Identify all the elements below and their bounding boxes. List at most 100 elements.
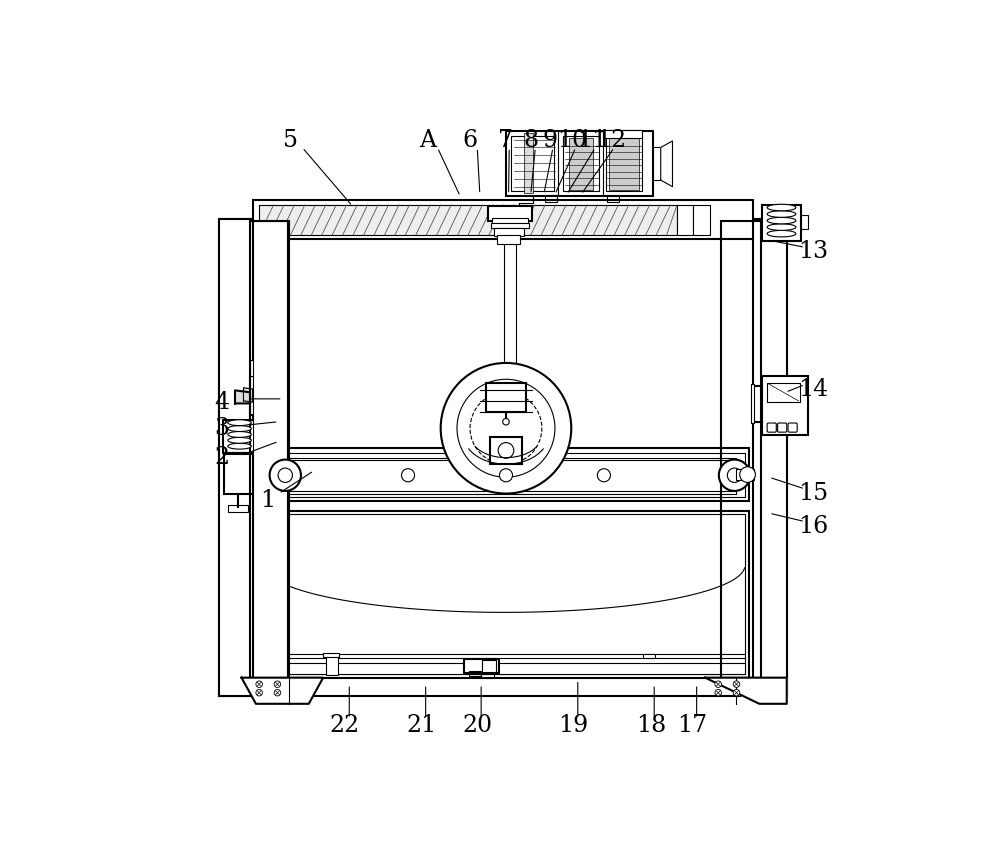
Text: 5: 5: [283, 130, 298, 153]
Text: 20: 20: [463, 714, 493, 737]
Polygon shape: [661, 141, 672, 187]
Bar: [259, 205, 677, 235]
Text: 6: 6: [462, 130, 478, 153]
Ellipse shape: [767, 231, 796, 237]
Bar: [767, 382, 800, 402]
Bar: [492, 218, 528, 225]
Text: A: A: [419, 130, 436, 153]
Bar: [736, 470, 754, 480]
Ellipse shape: [228, 432, 251, 438]
Bar: [219, 220, 253, 696]
Bar: [490, 437, 522, 464]
Circle shape: [498, 443, 514, 458]
Bar: [223, 421, 257, 453]
Ellipse shape: [228, 420, 251, 426]
Bar: [264, 453, 745, 498]
Ellipse shape: [767, 224, 796, 231]
Text: 17: 17: [677, 714, 707, 737]
Text: 16: 16: [798, 515, 828, 538]
Bar: [801, 215, 808, 229]
Ellipse shape: [228, 438, 251, 444]
Bar: [677, 205, 693, 235]
Circle shape: [597, 469, 610, 482]
Circle shape: [274, 681, 281, 688]
Bar: [260, 510, 749, 678]
Bar: [609, 137, 639, 190]
Bar: [721, 220, 761, 678]
Bar: [481, 671, 494, 678]
Circle shape: [503, 418, 509, 425]
Text: 1: 1: [260, 488, 275, 511]
Bar: [228, 505, 248, 512]
Circle shape: [256, 689, 262, 696]
Bar: [264, 515, 745, 674]
Bar: [469, 671, 481, 677]
Ellipse shape: [767, 211, 796, 217]
Polygon shape: [235, 390, 250, 404]
Ellipse shape: [767, 204, 796, 211]
FancyBboxPatch shape: [778, 423, 787, 432]
FancyBboxPatch shape: [767, 423, 776, 432]
Bar: [524, 133, 533, 193]
Text: 21: 21: [406, 714, 436, 737]
Text: 4: 4: [214, 391, 229, 414]
Text: 18: 18: [636, 714, 666, 737]
Ellipse shape: [767, 217, 796, 224]
Polygon shape: [705, 678, 787, 704]
Circle shape: [715, 689, 721, 696]
Circle shape: [740, 466, 755, 483]
Text: 3: 3: [214, 416, 229, 440]
Polygon shape: [243, 388, 253, 402]
Bar: [223, 452, 257, 457]
Bar: [253, 199, 753, 239]
Bar: [753, 220, 787, 696]
Bar: [762, 376, 808, 435]
Circle shape: [441, 363, 571, 494]
Circle shape: [733, 681, 740, 688]
Bar: [323, 653, 339, 656]
Circle shape: [715, 681, 721, 688]
Circle shape: [401, 469, 415, 482]
Bar: [250, 376, 260, 416]
Bar: [253, 379, 258, 412]
Polygon shape: [242, 678, 323, 704]
Bar: [264, 663, 745, 674]
Bar: [253, 220, 287, 678]
Text: 13: 13: [798, 241, 828, 264]
Bar: [250, 360, 260, 376]
Ellipse shape: [228, 426, 251, 432]
Text: 9: 9: [543, 130, 558, 153]
Circle shape: [270, 460, 301, 491]
Circle shape: [499, 469, 512, 482]
Bar: [653, 148, 661, 180]
Bar: [494, 228, 524, 236]
Bar: [607, 195, 619, 202]
Text: 19: 19: [558, 714, 588, 737]
Text: 14: 14: [798, 377, 828, 400]
Bar: [643, 654, 655, 658]
Text: 8: 8: [523, 130, 538, 153]
Bar: [491, 223, 529, 228]
Circle shape: [256, 681, 262, 688]
Text: 11: 11: [577, 130, 607, 153]
Bar: [219, 220, 787, 696]
Circle shape: [274, 689, 281, 696]
Bar: [762, 205, 801, 242]
Bar: [569, 137, 593, 190]
FancyBboxPatch shape: [788, 423, 797, 432]
Bar: [482, 660, 496, 672]
Circle shape: [719, 460, 750, 491]
Text: 15: 15: [798, 482, 828, 505]
Bar: [250, 220, 289, 678]
Bar: [488, 206, 532, 220]
Bar: [224, 455, 253, 494]
Ellipse shape: [228, 444, 251, 449]
Bar: [751, 384, 754, 423]
Text: 12: 12: [597, 130, 627, 153]
Bar: [272, 458, 736, 494]
Text: 2: 2: [214, 446, 229, 469]
Bar: [464, 659, 499, 673]
Bar: [511, 136, 554, 191]
Bar: [326, 656, 338, 675]
Text: 10: 10: [558, 130, 588, 153]
